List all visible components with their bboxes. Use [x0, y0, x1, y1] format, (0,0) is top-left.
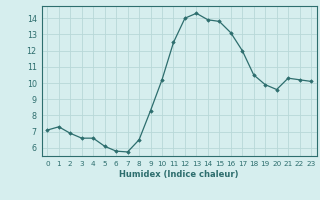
X-axis label: Humidex (Indice chaleur): Humidex (Indice chaleur) — [119, 170, 239, 179]
